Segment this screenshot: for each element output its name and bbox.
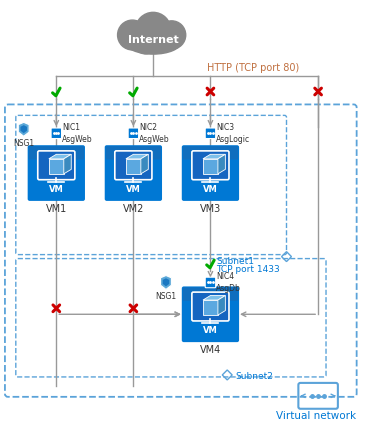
Polygon shape bbox=[218, 154, 225, 174]
FancyBboxPatch shape bbox=[38, 151, 75, 180]
Polygon shape bbox=[161, 275, 171, 289]
Text: VM: VM bbox=[126, 185, 141, 194]
FancyBboxPatch shape bbox=[182, 145, 239, 201]
FancyBboxPatch shape bbox=[115, 151, 152, 180]
Text: NIC2: NIC2 bbox=[139, 123, 157, 132]
Text: Subnet1: Subnet1 bbox=[216, 257, 254, 266]
FancyBboxPatch shape bbox=[28, 145, 85, 201]
Text: TCP port 1433: TCP port 1433 bbox=[216, 264, 280, 274]
FancyBboxPatch shape bbox=[128, 128, 139, 139]
Polygon shape bbox=[64, 154, 71, 174]
FancyBboxPatch shape bbox=[182, 286, 239, 342]
Text: VM2: VM2 bbox=[123, 204, 144, 214]
Text: NIC1: NIC1 bbox=[62, 123, 80, 132]
Polygon shape bbox=[20, 125, 27, 133]
Text: NSG1: NSG1 bbox=[156, 292, 176, 302]
FancyBboxPatch shape bbox=[205, 128, 216, 139]
Text: Virtual network: Virtual network bbox=[276, 411, 356, 421]
Text: VM4: VM4 bbox=[200, 345, 221, 355]
FancyBboxPatch shape bbox=[183, 146, 238, 159]
Text: AsgDb: AsgDb bbox=[216, 284, 241, 293]
Circle shape bbox=[117, 20, 147, 50]
Circle shape bbox=[133, 28, 158, 54]
Text: NSG1: NSG1 bbox=[13, 139, 34, 148]
Circle shape bbox=[158, 21, 186, 49]
Polygon shape bbox=[141, 154, 148, 174]
FancyBboxPatch shape bbox=[29, 146, 84, 159]
FancyBboxPatch shape bbox=[106, 146, 161, 159]
Ellipse shape bbox=[125, 30, 181, 54]
FancyBboxPatch shape bbox=[183, 288, 238, 301]
Text: AsgLogic: AsgLogic bbox=[216, 135, 250, 144]
Polygon shape bbox=[163, 278, 169, 286]
FancyBboxPatch shape bbox=[192, 292, 229, 321]
Text: VM3: VM3 bbox=[200, 204, 221, 214]
FancyBboxPatch shape bbox=[192, 151, 229, 180]
Text: HTTP (TCP port 80): HTTP (TCP port 80) bbox=[208, 63, 300, 73]
Polygon shape bbox=[203, 300, 218, 315]
Polygon shape bbox=[126, 154, 148, 159]
Text: NIC4: NIC4 bbox=[216, 272, 235, 281]
Text: AsgWeb: AsgWeb bbox=[139, 135, 170, 144]
FancyBboxPatch shape bbox=[205, 277, 216, 288]
Polygon shape bbox=[203, 159, 218, 174]
Polygon shape bbox=[18, 122, 29, 136]
Text: VM: VM bbox=[203, 185, 218, 194]
FancyBboxPatch shape bbox=[51, 128, 61, 139]
Text: Subnet2: Subnet2 bbox=[235, 372, 273, 382]
Text: AsgWeb: AsgWeb bbox=[62, 135, 93, 144]
Text: VM: VM bbox=[203, 326, 218, 335]
Polygon shape bbox=[126, 159, 141, 174]
Circle shape bbox=[149, 25, 175, 52]
Polygon shape bbox=[203, 154, 225, 159]
Text: VM: VM bbox=[49, 185, 64, 194]
Polygon shape bbox=[203, 296, 225, 300]
Text: Internet: Internet bbox=[128, 35, 179, 45]
Text: NIC3: NIC3 bbox=[216, 123, 235, 132]
FancyBboxPatch shape bbox=[105, 145, 162, 201]
Polygon shape bbox=[49, 159, 64, 174]
Text: VM1: VM1 bbox=[46, 204, 67, 214]
Polygon shape bbox=[49, 154, 71, 159]
Polygon shape bbox=[218, 296, 225, 315]
Circle shape bbox=[135, 12, 171, 48]
